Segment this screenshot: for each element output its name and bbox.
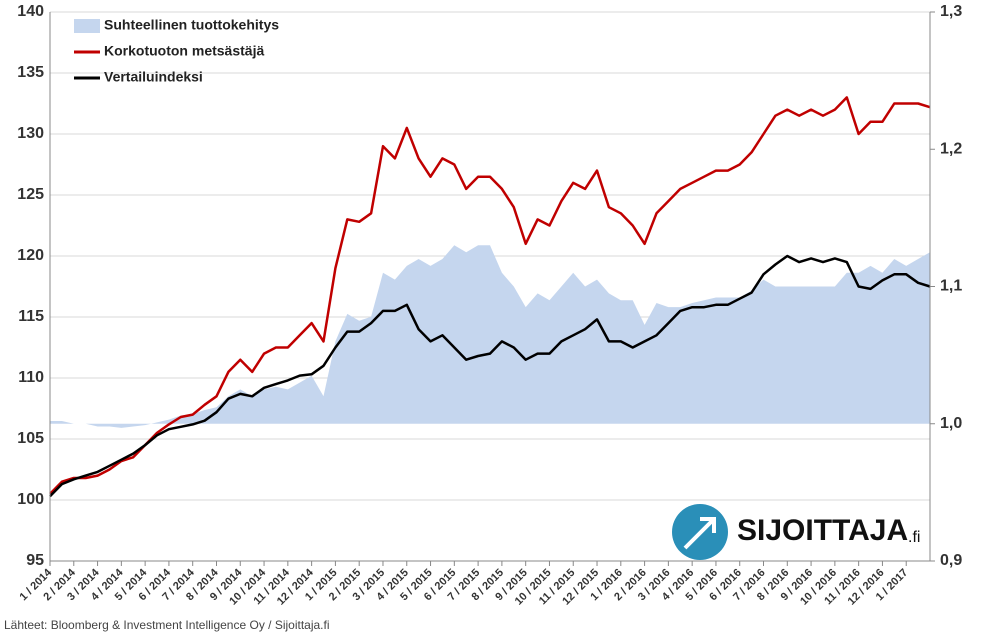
y-tick-label: 100 [17, 491, 44, 508]
y2-tick-label: 1,0 [940, 415, 962, 432]
logo-text: SIJOITTAJA [737, 514, 908, 547]
y-tick-label: 135 [17, 64, 44, 81]
y2-tick-label: 1,2 [940, 140, 962, 157]
y2-tick-label: 1,3 [940, 3, 962, 20]
y-tick-label: 115 [18, 308, 44, 325]
y2-tick-label: 1,1 [940, 278, 962, 295]
y2-tick-label: 0,9 [940, 552, 962, 569]
legend-label: Suhteellinen tuottokehitys [104, 17, 279, 33]
plot-area [49, 11, 935, 566]
y-tick-label: 120 [17, 247, 44, 264]
area [50, 245, 930, 428]
y-tick-label: 130 [17, 125, 44, 142]
legend-label: Korkotuoton metsästäjä [104, 43, 264, 59]
y-tick-label: 140 [17, 3, 44, 20]
y-tick-label: 110 [18, 369, 44, 386]
y-tick-label: 125 [17, 186, 44, 203]
y-tick-label: 105 [17, 430, 44, 447]
logo: SIJOITTAJA .fi [672, 504, 920, 560]
line [49, 96, 931, 495]
logo-arrow [683, 517, 716, 550]
legend-label: Vertailuindeksi [104, 69, 203, 85]
legend-swatch [74, 19, 100, 33]
y-tick-label: 95 [26, 552, 44, 569]
line [49, 254, 931, 498]
source: Lähteet: Bloomberg & Investment Intellig… [4, 618, 330, 632]
logo-suffix: .fi [908, 529, 920, 546]
